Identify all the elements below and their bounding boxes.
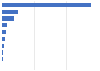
Bar [2, 30, 6, 34]
Bar [2, 10, 18, 14]
Bar [2, 44, 4, 48]
Bar [2, 3, 91, 7]
Bar [2, 50, 3, 55]
Bar [2, 37, 5, 41]
Bar [2, 16, 14, 21]
Bar [2, 23, 7, 27]
Bar [2, 57, 3, 61]
